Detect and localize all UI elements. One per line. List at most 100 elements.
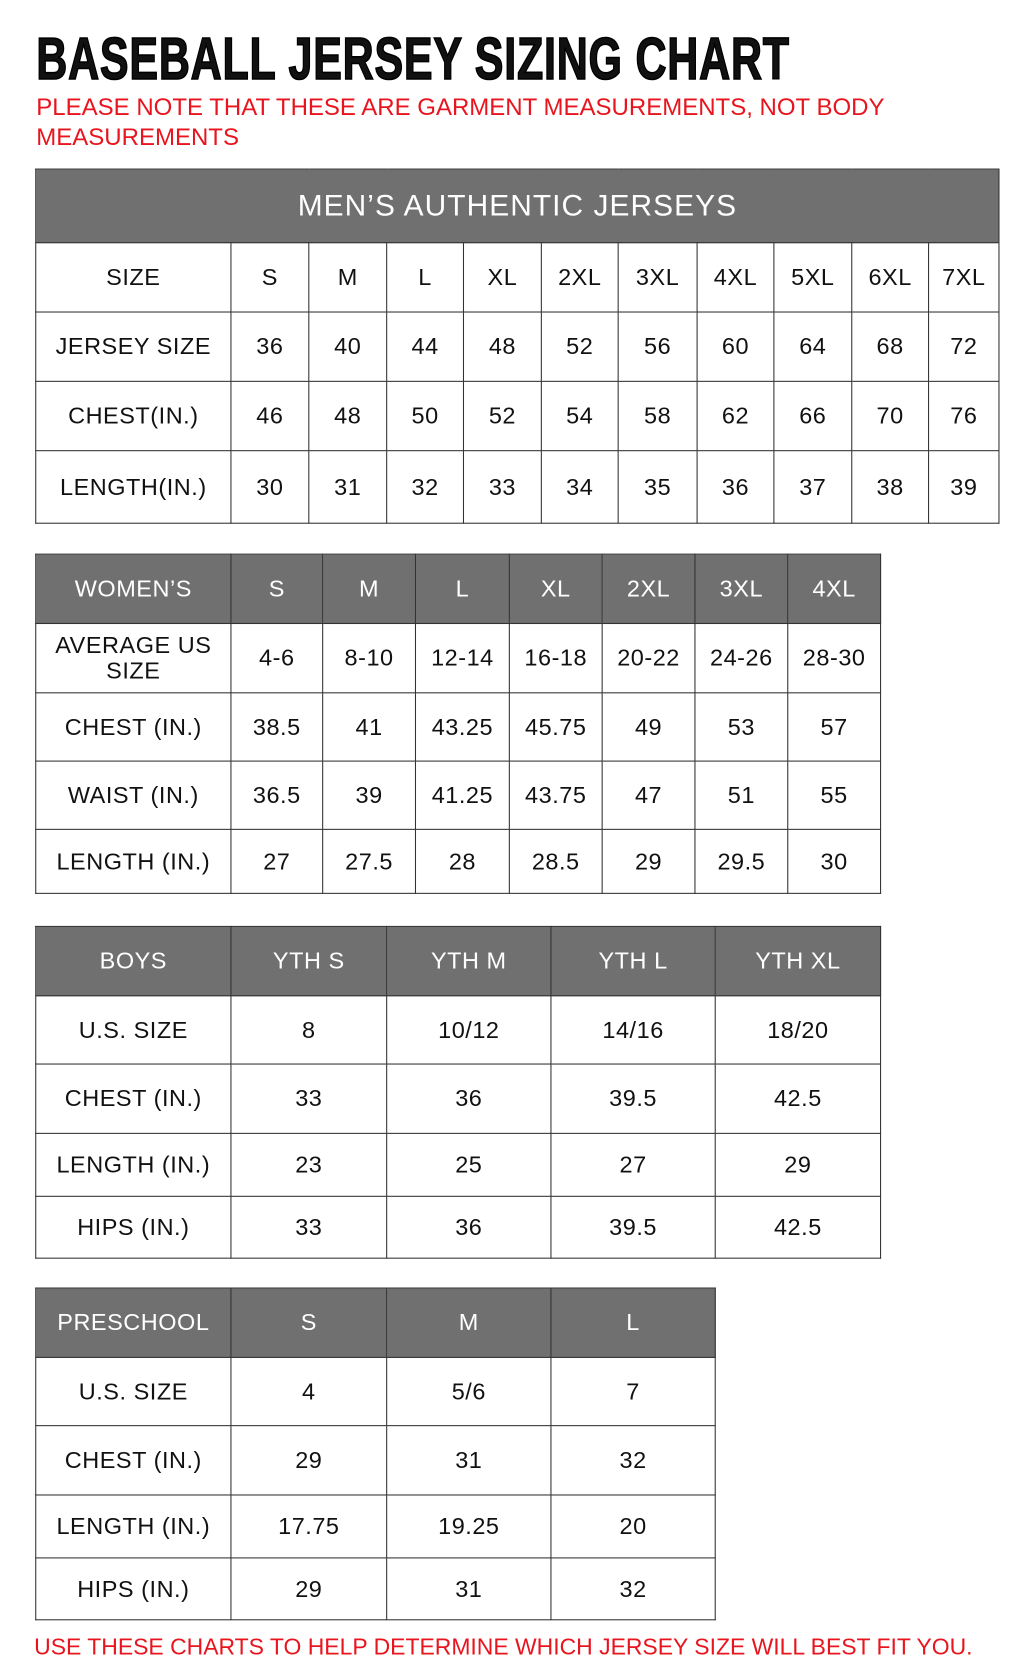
table-cell: 46 — [230, 380, 310, 452]
table-cell: 39.5 — [550, 1063, 716, 1134]
table-cell: 8-10 — [322, 622, 417, 694]
table-row: CHEST (IN.) 38.5 41 43.25 45.75 49 53 57 — [35, 692, 882, 762]
table-cell: 7 — [550, 1356, 716, 1427]
table-cell: 5/6 — [386, 1356, 552, 1427]
table-cell: 28 — [414, 828, 510, 894]
table-cell: 19.25 — [386, 1494, 552, 1559]
table-cell: 52 — [540, 311, 619, 382]
table-cell: 30 — [230, 450, 310, 524]
table-cell: 31 — [308, 450, 388, 524]
table-row: LENGTH (IN.) 17.75 19.25 20 — [35, 1494, 716, 1559]
table-row: LENGTH (IN.) 23 25 27 29 — [35, 1132, 882, 1197]
table-cell: 4-6 — [230, 622, 324, 694]
garment-note: PLEASE NOTE THAT THESE ARE GARMENT MEASU… — [36, 93, 885, 151]
table-cell: L — [386, 242, 465, 313]
table-cell: 2XL — [601, 553, 696, 625]
table-cell: 72 — [928, 311, 1000, 382]
table-cell: 56 — [617, 311, 698, 382]
table-cell: 34 — [540, 450, 619, 524]
table-row: U.S. SIZE 8 10/12 14/16 18/20 — [35, 995, 882, 1065]
table-row: LENGTH (IN.) 27 27.5 28 28.5 29 29.5 30 — [35, 828, 882, 894]
table-cell: 29 — [601, 828, 696, 894]
table-cell: 16-18 — [508, 622, 603, 694]
row-label: AVERAGE US SIZE — [35, 622, 232, 694]
row-label: CHEST (IN.) — [35, 1063, 232, 1134]
table-cell: 41 — [322, 692, 417, 762]
table-cell: 27 — [550, 1132, 716, 1197]
table-cell: S — [230, 242, 310, 313]
row-label: LENGTH (IN.) — [35, 1132, 232, 1197]
table-cell: 36 — [386, 1063, 552, 1134]
table-cell: 20-22 — [601, 622, 696, 694]
table-header-row: WOMEN’S S M L XL 2XL 3XL 4XL — [35, 553, 882, 625]
table-cell: 36 — [230, 311, 310, 382]
mens-table-title: MEN’S AUTHENTIC JERSEYS — [35, 168, 1000, 244]
table-cell: 25 — [386, 1132, 552, 1197]
table-cell: 33 — [462, 450, 542, 524]
table-cell: 20 — [550, 1494, 716, 1559]
table-cell: 45.75 — [508, 692, 603, 762]
table-cell: 50 — [386, 380, 465, 452]
table-cell: 29 — [230, 1425, 388, 1496]
table-cell: 43.75 — [508, 760, 603, 830]
table-row: SIZE S M L XL 2XL 3XL 4XL 5XL 6XL 7XL — [35, 242, 1000, 313]
table-cell: 8 — [230, 995, 388, 1065]
table-cell: 36 — [696, 450, 775, 524]
table-cell: 39.5 — [550, 1195, 716, 1259]
boys-table: BOYS YTH S YTH M YTH L YTH XL U.S. SIZE 8 10/12… — [35, 925, 882, 1259]
table-cell: M — [386, 1287, 552, 1358]
table-cell: 39 — [928, 450, 1000, 524]
table-cell: YTH XL — [714, 925, 882, 997]
row-label: HIPS (IN.) — [35, 1195, 232, 1259]
womens-table: WOMEN’S S M L XL 2XL 3XL 4XL AVERAGE US SIZE 4-6 8… — [35, 553, 882, 894]
table-cell: S — [230, 553, 324, 625]
table-row: LENGTH(IN.) 30 31 32 33 34 35 36 37 38 39 — [35, 450, 1000, 524]
table-cell: 68 — [851, 311, 930, 382]
table-header-row: PRESCHOOL S M L — [35, 1287, 716, 1358]
table-row: JERSEY SIZE 36 40 44 48 52 56 60 64 68 72 — [35, 311, 1000, 382]
row-label: U.S. SIZE — [35, 995, 232, 1065]
page-title: BASEBALL JERSEY SIZING CHART — [36, 24, 790, 93]
table-cell: 27.5 — [322, 828, 417, 894]
table-cell: 49 — [601, 692, 696, 762]
footer-note: USE THESE CHARTS TO HELP DETERMINE WHICH… — [34, 1634, 973, 1660]
table-cell: 31 — [386, 1557, 552, 1621]
table-cell: 38.5 — [230, 692, 324, 762]
row-label: WOMEN’S — [35, 553, 232, 625]
row-label: BOYS — [35, 925, 232, 997]
row-label: LENGTH (IN.) — [35, 828, 232, 894]
table-cell: 36 — [386, 1195, 552, 1259]
row-label: JERSEY SIZE — [35, 311, 232, 382]
table-cell: 38 — [851, 450, 930, 524]
table-cell: 29 — [714, 1132, 882, 1197]
table-cell: 4XL — [696, 242, 775, 313]
table-row: HIPS (IN.) 29 31 32 — [35, 1557, 716, 1621]
table-cell: 57 — [787, 692, 882, 762]
table-cell: 28.5 — [508, 828, 603, 894]
row-label: CHEST (IN.) — [35, 692, 232, 762]
table-cell: 23 — [230, 1132, 388, 1197]
table-cell: L — [414, 553, 510, 625]
table-cell: 28-30 — [787, 622, 882, 694]
table-cell: 32 — [550, 1425, 716, 1496]
table-cell: YTH L — [550, 925, 716, 997]
table-cell: 30 — [787, 828, 882, 894]
table-cell: 33 — [230, 1063, 388, 1134]
table-cell: 24-26 — [694, 622, 789, 694]
row-label: HIPS (IN.) — [35, 1557, 232, 1621]
table-cell: 51 — [694, 760, 789, 830]
table-cell: 41.25 — [414, 760, 510, 830]
row-label: LENGTH (IN.) — [35, 1494, 232, 1559]
table-row: WAIST (IN.) 36.5 39 41.25 43.75 47 51 55 — [35, 760, 882, 830]
table-cell: 52 — [462, 380, 542, 452]
table-cell: 17.75 — [230, 1494, 388, 1559]
table-cell: 5XL — [773, 242, 853, 313]
table-cell: 55 — [787, 760, 882, 830]
table-cell: 62 — [696, 380, 775, 452]
table-cell: YTH M — [386, 925, 552, 997]
table-row: HIPS (IN.) 33 36 39.5 42.5 — [35, 1195, 882, 1259]
table-cell: 6XL — [851, 242, 930, 313]
table-cell: 18/20 — [714, 995, 882, 1065]
table-row: CHEST (IN.) 33 36 39.5 42.5 — [35, 1063, 882, 1134]
table-cell: 2XL — [540, 242, 619, 313]
